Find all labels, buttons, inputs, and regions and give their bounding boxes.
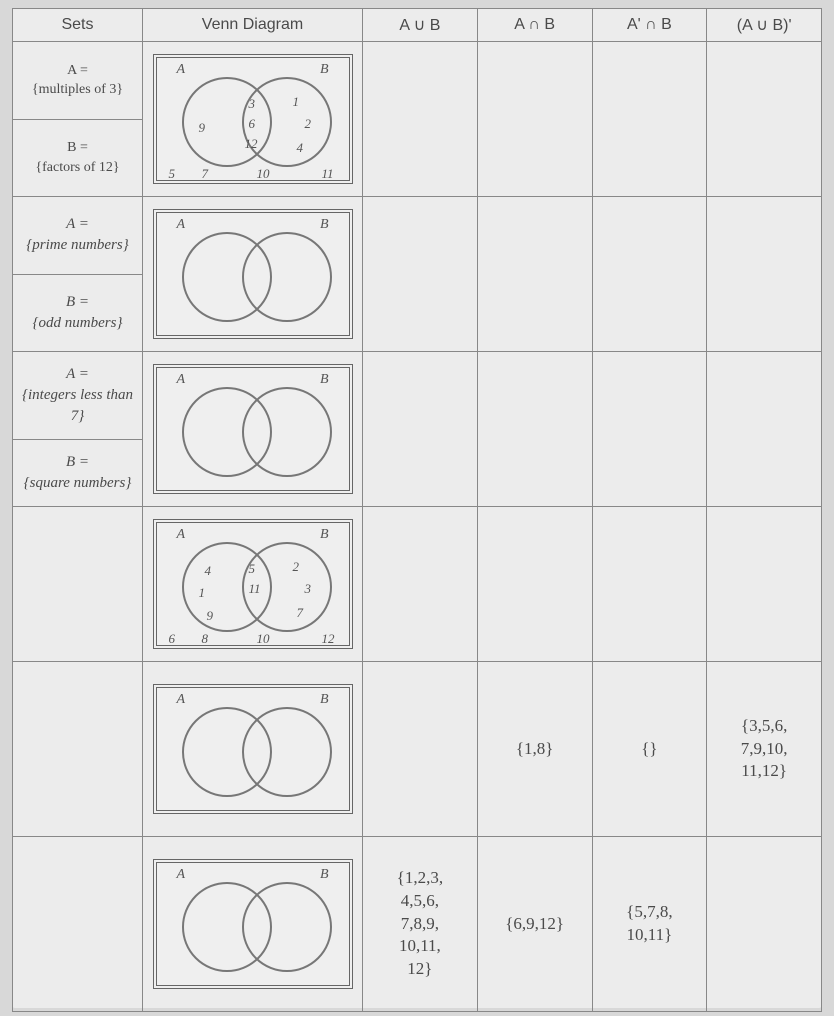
set-def-empty	[13, 837, 143, 1012]
set-def-empty	[13, 662, 143, 837]
cell-acnb	[592, 197, 707, 352]
set-b-def: B ={odd numbers}	[13, 274, 143, 352]
cell-acnb: {5,7,8,10,11}	[592, 837, 707, 1012]
venn-svg	[157, 368, 357, 498]
cell-aubc	[707, 42, 822, 197]
table-row: A B {1,2,3,4,5,6,7,8,9,10,11,12} {6,9,12…	[13, 837, 822, 1012]
venn-cell: A B 149511237681012	[143, 507, 363, 662]
venn-cell: A B 93612124571011	[143, 42, 363, 197]
cell-aubc: {3,5,6,7,9,10,11,12}	[707, 662, 822, 837]
cell-aub	[363, 507, 478, 662]
venn-diagram: A B	[153, 859, 353, 989]
cell-aub	[363, 662, 478, 837]
cell-aubc	[707, 197, 822, 352]
venn-cell: A B	[143, 197, 363, 352]
set-a-def: A ={prime numbers}	[13, 197, 143, 275]
cell-aub	[363, 352, 478, 507]
cell-aubc	[707, 352, 822, 507]
header-row: Sets Venn Diagram A ∪ B A ∩ B A' ∩ B (A …	[13, 9, 822, 42]
cell-aub	[363, 42, 478, 197]
venn-diagram: A B	[153, 684, 353, 814]
cell-aub	[363, 197, 478, 352]
cell-acnb	[592, 352, 707, 507]
cell-anb	[477, 507, 592, 662]
cell-aubc	[707, 507, 822, 662]
cell-anb: {6,9,12}	[477, 837, 592, 1012]
venn-svg	[157, 863, 357, 993]
venn-diagram: A B	[153, 364, 353, 494]
header-acnb: A' ∩ B	[592, 9, 707, 42]
venn-svg	[157, 688, 357, 818]
table-row: A ={prime numbers} A B	[13, 197, 822, 275]
set-a-def: A ={multiples of 3}	[13, 42, 143, 120]
table-row: A ={integers less than 7} A B	[13, 352, 822, 440]
venn-svg	[157, 213, 357, 343]
venn-diagram: A B 149511237681012	[153, 519, 353, 649]
cell-aubc	[707, 837, 822, 1012]
venn-cell: A B	[143, 662, 363, 837]
cell-acnb	[592, 507, 707, 662]
venn-diagram: A B 93612124571011	[153, 54, 353, 184]
header-anb: A ∩ B	[477, 9, 592, 42]
set-b-def: B ={factors of 12}	[13, 119, 143, 197]
header-aub: A ∪ B	[363, 9, 478, 42]
table-row: A ={multiples of 3} A B 93612124571011	[13, 42, 822, 120]
table-row: A B 149511237681012	[13, 507, 822, 662]
set-b-def: B ={square numbers}	[13, 440, 143, 507]
table-row: A B {1,8} {} {3,5,6,7,9,10,11,12}	[13, 662, 822, 837]
header-venn: Venn Diagram	[143, 9, 363, 42]
venn-cell: A B	[143, 837, 363, 1012]
cell-acnb: {}	[592, 662, 707, 837]
cell-anb: {1,8}	[477, 662, 592, 837]
cell-anb	[477, 197, 592, 352]
worksheet-sheet: Sets Venn Diagram A ∪ B A ∩ B A' ∩ B (A …	[12, 8, 822, 1008]
set-a-def: A ={integers less than 7}	[13, 352, 143, 440]
cell-aub: {1,2,3,4,5,6,7,8,9,10,11,12}	[363, 837, 478, 1012]
cell-acnb	[592, 42, 707, 197]
cell-anb	[477, 352, 592, 507]
set-def-empty	[13, 507, 143, 662]
venn-diagram: A B	[153, 209, 353, 339]
header-aubc: (A ∪ B)'	[707, 9, 822, 42]
header-sets: Sets	[13, 9, 143, 42]
sets-table: Sets Venn Diagram A ∪ B A ∩ B A' ∩ B (A …	[12, 8, 822, 1012]
cell-anb	[477, 42, 592, 197]
venn-cell: A B	[143, 352, 363, 507]
